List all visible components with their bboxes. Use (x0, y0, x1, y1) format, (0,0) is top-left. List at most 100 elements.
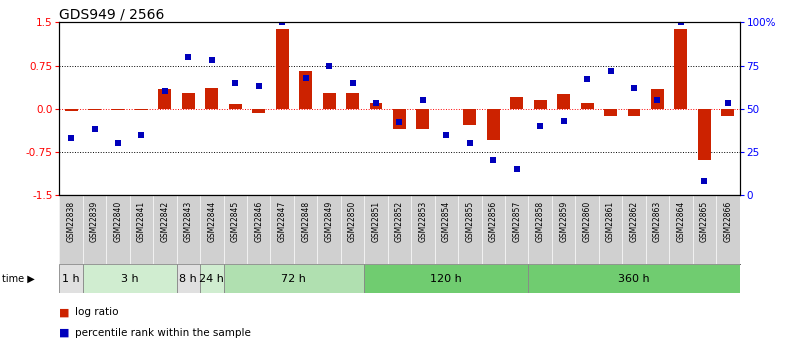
Point (581, 77, 593, 82)
Bar (112, 109, 124, 110)
Text: log ratio: log ratio (75, 307, 119, 317)
Bar (176, 264, 200, 293)
Text: GSM22863: GSM22863 (653, 200, 662, 242)
Bar (252, 109, 265, 113)
Point (252, 83, 265, 89)
Bar (59, 264, 83, 293)
Text: 72 h: 72 h (282, 274, 306, 284)
Bar (604, 109, 617, 116)
Text: GSM22856: GSM22856 (489, 200, 498, 242)
Text: GSM22862: GSM22862 (630, 200, 638, 242)
Point (65, 135, 78, 141)
Point (182, 54, 195, 60)
Point (88, 127, 100, 132)
Text: GSM22843: GSM22843 (184, 200, 193, 242)
Text: GSM22838: GSM22838 (66, 200, 76, 242)
Bar (534, 100, 547, 109)
Text: GSM22858: GSM22858 (536, 200, 545, 242)
Text: GSM22845: GSM22845 (231, 200, 240, 242)
Text: GSM22860: GSM22860 (583, 200, 592, 242)
Text: 24 h: 24 h (199, 274, 224, 284)
Text: 3 h: 3 h (121, 274, 138, 284)
Text: GSM22851: GSM22851 (372, 200, 380, 242)
Text: GSM22850: GSM22850 (348, 200, 357, 242)
Text: GSM22841: GSM22841 (137, 200, 146, 242)
Text: GSM22857: GSM22857 (513, 200, 521, 242)
Text: GSM22839: GSM22839 (90, 200, 99, 242)
Bar (182, 92, 195, 109)
Text: 1 h: 1 h (62, 274, 80, 284)
Point (534, 123, 547, 129)
Point (299, 75, 312, 80)
Text: percentile rank within the sample: percentile rank within the sample (75, 328, 251, 338)
Bar (675, 29, 687, 109)
Point (135, 132, 148, 137)
Bar (651, 89, 664, 109)
Bar (627, 109, 641, 116)
Bar (206, 88, 218, 109)
Bar (528, 264, 740, 293)
Bar (323, 92, 335, 109)
Point (369, 101, 382, 106)
Text: GSM22864: GSM22864 (676, 200, 686, 242)
Text: GSM22866: GSM22866 (723, 200, 732, 242)
Bar (88, 109, 101, 110)
Text: 120 h: 120 h (430, 274, 462, 284)
Text: GSM22859: GSM22859 (559, 200, 568, 242)
Text: GSM22854: GSM22854 (442, 200, 451, 242)
Point (604, 68, 617, 73)
Point (323, 63, 335, 68)
Point (276, 20, 289, 25)
Point (721, 101, 734, 106)
Bar (276, 29, 289, 109)
Bar (510, 97, 523, 109)
Text: GSM22861: GSM22861 (606, 200, 615, 242)
Bar (417, 109, 430, 129)
Point (464, 140, 476, 146)
Bar (229, 104, 242, 109)
Bar (83, 264, 176, 293)
Text: GSM22865: GSM22865 (700, 200, 709, 242)
Point (558, 118, 570, 124)
Text: 360 h: 360 h (619, 274, 650, 284)
Text: GSM22847: GSM22847 (278, 200, 286, 242)
Text: GSM22853: GSM22853 (418, 200, 427, 242)
Point (112, 140, 124, 146)
Text: GSM22849: GSM22849 (324, 200, 334, 242)
Text: GSM22846: GSM22846 (254, 200, 263, 242)
Point (698, 178, 711, 184)
Bar (393, 109, 406, 129)
Point (675, 20, 687, 25)
Point (206, 58, 218, 63)
Bar (581, 103, 593, 109)
Text: GSM22852: GSM22852 (395, 200, 404, 242)
Point (440, 132, 452, 137)
Bar (721, 109, 734, 116)
Point (487, 158, 500, 163)
Point (417, 97, 430, 103)
Text: GDS949 / 2566: GDS949 / 2566 (59, 7, 165, 21)
Point (158, 89, 171, 94)
Point (510, 166, 523, 172)
Bar (464, 109, 476, 125)
Bar (486, 109, 500, 140)
Text: GSM22842: GSM22842 (161, 200, 169, 242)
Bar (557, 94, 570, 109)
Point (229, 80, 241, 86)
Point (393, 120, 406, 125)
Bar (346, 92, 359, 109)
Bar (158, 89, 172, 109)
Text: ■: ■ (59, 307, 70, 317)
Bar (369, 103, 383, 109)
Bar (698, 109, 711, 160)
Point (628, 85, 641, 91)
Text: GSM22840: GSM22840 (113, 200, 123, 242)
Bar (365, 264, 528, 293)
Bar (299, 71, 312, 109)
Text: ■: ■ (59, 328, 70, 338)
Point (651, 97, 664, 103)
Bar (224, 264, 365, 293)
Bar (135, 109, 148, 110)
Text: time ▶: time ▶ (2, 274, 35, 284)
Text: GSM22855: GSM22855 (465, 200, 475, 242)
